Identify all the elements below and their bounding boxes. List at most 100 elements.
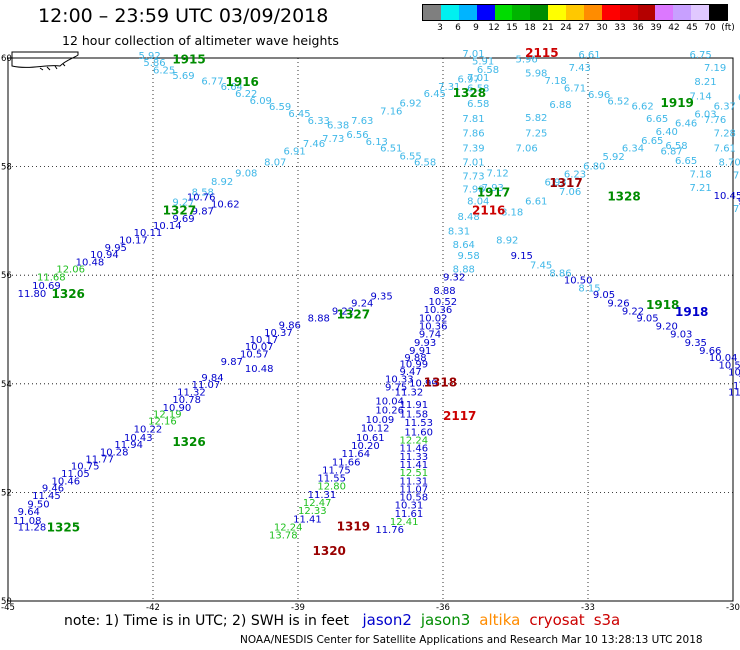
wave-height-label: 10.75 <box>71 462 100 473</box>
wave-height-label: 11.46 <box>400 444 429 455</box>
wave-height-label: 11.68 <box>37 273 66 284</box>
lat-tick-label: 50 <box>1 597 12 607</box>
wave-height-label: 6.65 <box>675 156 697 167</box>
frame-border <box>7 57 734 602</box>
wave-height-label: 12.51 <box>400 468 429 479</box>
wave-height-label: 10.57 <box>240 350 269 361</box>
wave-height-label: 6.71 <box>564 84 586 95</box>
legend-swatch <box>548 5 566 20</box>
wave-height-label: 9.66 <box>699 346 721 357</box>
wave-height-label: 9.75 <box>385 382 407 393</box>
wave-height-label: 5.91 <box>472 57 494 68</box>
legend-swatch <box>512 5 531 20</box>
wave-height-label: 6.59 <box>269 102 291 113</box>
wave-height-label: 10.17 <box>250 335 279 346</box>
wave-height-label: 7.06 <box>559 187 581 198</box>
wave-height-label: 6.75 <box>690 50 712 61</box>
wave-height-label: 12.47 <box>303 498 332 509</box>
wave-height-label: 10.36 <box>419 322 448 333</box>
wave-height-label: 9.27 <box>172 198 194 209</box>
wave-height-label: 10.61 <box>356 433 385 444</box>
track-id-label: 1317 <box>549 176 582 190</box>
wave-height-label: 10.04 <box>375 396 404 407</box>
wave-height-label: 5.92 <box>139 51 161 62</box>
wave-height-label: 12.41 <box>390 517 419 528</box>
latitude-axis-labels: 50 52 54 56 58 60 <box>1 54 12 607</box>
wave-height-label: 8.18 <box>501 207 523 218</box>
legend-swatch <box>655 5 674 20</box>
satellite-jason3: jason3 <box>420 611 471 629</box>
wave-height-label: 12.24 <box>274 522 303 533</box>
track-id-label: 1327 <box>163 203 196 217</box>
wave-height-label: 6.61 <box>525 197 547 208</box>
wave-height-label: 9.64 <box>18 507 40 518</box>
track-id-label: 1917 <box>477 185 510 199</box>
legend-value: 6 <box>455 23 461 33</box>
lat-tick-label: 56 <box>1 271 12 281</box>
wave-height-label: 11.64 <box>342 449 371 460</box>
wave-height-label: 9.74 <box>419 330 441 341</box>
track-id-label: 2117 <box>443 409 476 423</box>
wave-height-label: 12.19 <box>153 409 182 420</box>
legend-swatch <box>476 5 495 20</box>
wave-height-label: 9.35 <box>685 338 707 349</box>
legend-swatch <box>601 5 620 20</box>
satellite-jason2: jason2 <box>362 611 412 629</box>
wave-height-label: 10.26 <box>375 406 404 417</box>
wave-height-label: 6.34 <box>622 143 644 154</box>
legend-swatch <box>458 5 477 20</box>
wave-height-label: 5.96 <box>516 54 538 65</box>
wave-height-label: 8.88 <box>308 313 330 324</box>
track-id-label: 1326 <box>52 287 85 301</box>
legend-value: 39 <box>650 23 662 33</box>
wave-height-label: 7.31 <box>438 82 460 93</box>
wave-height-label: 11.61 <box>395 509 424 520</box>
wave-height-label: 11.05 <box>61 469 90 480</box>
wave-height-label: 10.33 <box>385 375 414 386</box>
wave-height-label: 9.93 <box>414 338 436 349</box>
wave-height-label: 7.45 <box>530 261 552 272</box>
wave-height-label: 7.43 <box>569 63 591 74</box>
wave-height-label: 8.70 <box>719 158 740 169</box>
wave-height-label: 6.45 <box>288 109 310 120</box>
wave-height-label: 6.65 <box>646 114 668 125</box>
lon-tick-label: -45 <box>1 603 15 613</box>
legend-value: 3 <box>437 23 443 33</box>
wave-height-label: 6.77 <box>201 77 223 88</box>
wave-height-label: 11.45 <box>32 491 61 502</box>
wave-height-label: 6.58 <box>467 99 489 110</box>
wave-height-label: 11.55 <box>733 381 740 392</box>
wave-height-label: 8.04 <box>467 197 489 208</box>
wave-height-label: 10.50 <box>564 275 593 286</box>
wave-height-label: 10.37 <box>264 328 293 339</box>
wave-height-label: 9.20 <box>656 322 678 333</box>
wave-height-label: 11.80 <box>18 289 47 300</box>
wave-height-label: 6.40 <box>656 127 678 138</box>
wave-height-label: 7.39 <box>462 143 484 154</box>
wave-height-label: 12.80 <box>317 482 346 493</box>
legend-value: 45 <box>686 23 698 33</box>
wave-height-label: 10.62 <box>211 199 240 210</box>
wave-height-label: 9.46 <box>42 483 64 494</box>
wave-height-label: 7.01 <box>462 49 484 60</box>
track-id-label: 1320 <box>313 544 346 558</box>
legend-value: 70 <box>704 23 716 33</box>
track-id-label: 1328 <box>607 189 640 203</box>
wave-height-label: 7.18 <box>545 76 567 87</box>
lon-tick-label: -30 <box>726 603 740 613</box>
track-id-label: 2116 <box>472 203 505 217</box>
longitude-axis-labels: -45 -42 -39 -36 -33 -30 <box>1 603 740 613</box>
wave-height-label: 6.80 <box>583 161 605 172</box>
satellite-cryosat: cryosat <box>529 611 585 629</box>
wave-height-label: 11.07 <box>192 380 221 391</box>
wave-height-label: 9.05 <box>593 290 615 301</box>
legend-swatch <box>673 5 692 20</box>
wave-height-label: 8.15 <box>578 283 600 294</box>
lat-tick-label: 54 <box>1 380 12 390</box>
wave-height-label: 11.07 <box>400 484 429 495</box>
wave-height-label: 10.46 <box>52 476 81 487</box>
wave-height-label: 9.84 <box>201 373 223 384</box>
track-id-label: 1918 <box>646 298 679 312</box>
legend-value: 42 <box>668 23 680 33</box>
wave-height-label: 7.18 <box>690 169 712 180</box>
